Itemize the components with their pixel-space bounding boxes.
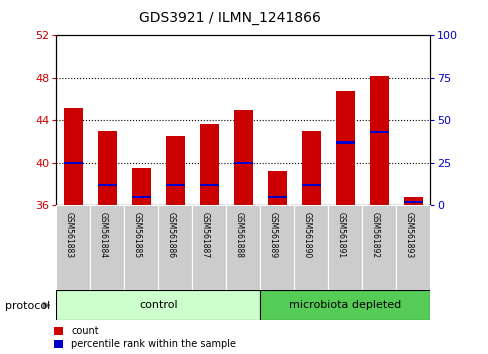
Bar: [335, 141, 354, 144]
Text: control: control: [139, 300, 177, 310]
Bar: [98, 131, 116, 205]
Text: GSM561893: GSM561893: [404, 212, 412, 258]
Bar: [56, 205, 90, 290]
Bar: [64, 162, 82, 164]
Bar: [403, 201, 422, 203]
Text: GSM561892: GSM561892: [369, 212, 379, 258]
Bar: [260, 205, 294, 290]
Bar: [395, 205, 429, 290]
Bar: [132, 196, 150, 198]
Bar: [362, 205, 395, 290]
Bar: [165, 184, 184, 186]
Bar: [335, 91, 354, 205]
Text: GSM561890: GSM561890: [302, 212, 311, 258]
Bar: [233, 110, 252, 205]
Bar: [132, 168, 150, 205]
Text: GSM561891: GSM561891: [336, 212, 345, 258]
Bar: [124, 205, 158, 290]
Bar: [158, 205, 192, 290]
Text: GSM561887: GSM561887: [200, 212, 209, 258]
Text: GSM561888: GSM561888: [234, 212, 243, 258]
Text: protocol: protocol: [5, 301, 50, 311]
Legend: count, percentile rank within the sample: count, percentile rank within the sample: [54, 326, 236, 349]
Bar: [56, 290, 260, 320]
Bar: [200, 124, 218, 205]
Bar: [98, 184, 116, 186]
Bar: [260, 290, 429, 320]
Text: GSM561885: GSM561885: [132, 212, 141, 258]
Bar: [192, 205, 226, 290]
Text: GSM561889: GSM561889: [268, 212, 277, 258]
Bar: [90, 205, 124, 290]
Bar: [294, 205, 327, 290]
Bar: [200, 184, 218, 186]
Bar: [369, 76, 388, 205]
Bar: [233, 162, 252, 164]
Bar: [165, 136, 184, 205]
Text: GSM561886: GSM561886: [166, 212, 175, 258]
Bar: [267, 196, 286, 198]
Text: GDS3921 / ILMN_1241866: GDS3921 / ILMN_1241866: [139, 11, 320, 25]
Text: GSM561883: GSM561883: [64, 212, 73, 258]
Text: microbiota depleted: microbiota depleted: [288, 300, 401, 310]
Bar: [301, 131, 320, 205]
Bar: [301, 184, 320, 186]
Bar: [267, 171, 286, 205]
Bar: [226, 205, 260, 290]
Bar: [403, 197, 422, 205]
Bar: [327, 205, 362, 290]
Text: GSM561884: GSM561884: [98, 212, 107, 258]
Bar: [369, 131, 388, 133]
Bar: [64, 108, 82, 205]
